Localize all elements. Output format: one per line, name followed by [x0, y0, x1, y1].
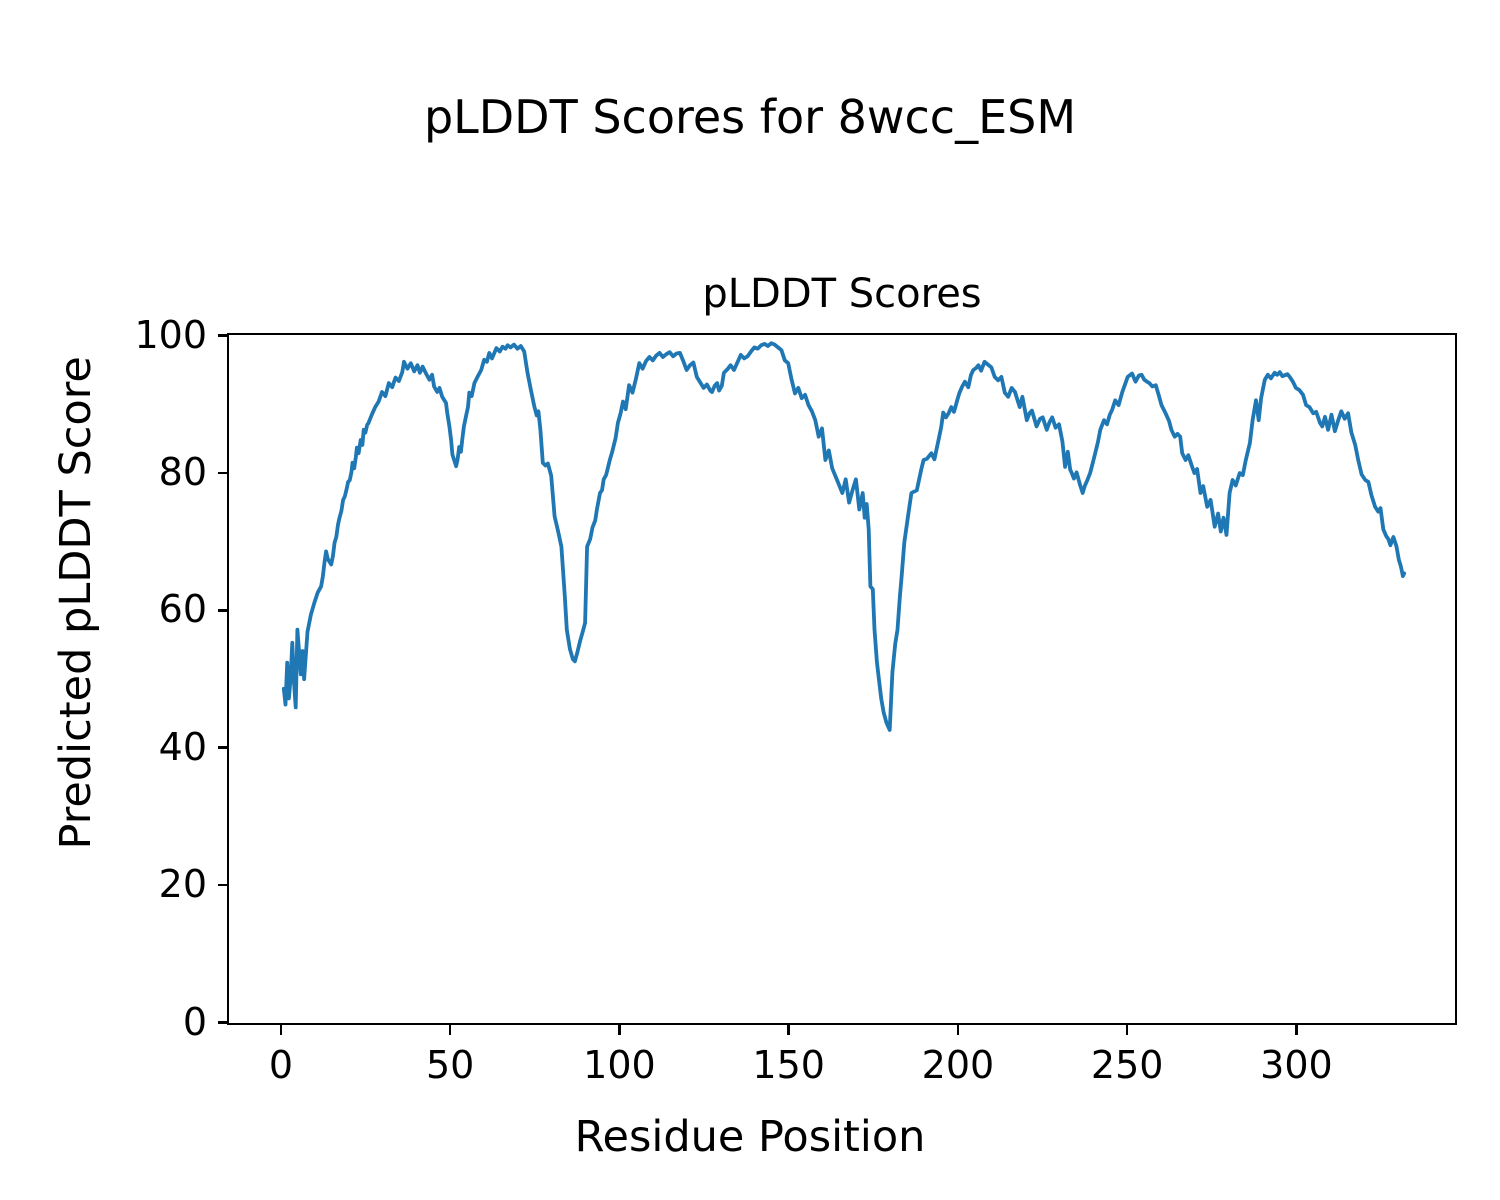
figure-title: pLDDT Scores for 8wcc_ESM [423, 90, 1077, 144]
y-axis-label: Predicted pLDDT Score [51, 356, 102, 850]
x-tick-label: 150 [752, 1043, 825, 1087]
plot-canvas [281, 341, 1407, 732]
plot-area [227, 333, 1457, 1025]
x-tick-label: 250 [1090, 1043, 1164, 1087]
x-tick-label: 50 [426, 1043, 475, 1087]
x-tick-mark [787, 1023, 790, 1035]
y-tick-mark [217, 334, 229, 337]
x-tick-mark [279, 1023, 283, 1035]
x-tick-label: 0 [268, 1043, 294, 1087]
y-tick-label: 100 [134, 312, 207, 357]
x-tick-label: 100 [583, 1043, 656, 1087]
axes-title: pLDDT Scores [702, 271, 982, 317]
y-tick-label: 20 [158, 862, 207, 907]
x-tick-mark [618, 1023, 621, 1035]
y-tick-label: 40 [158, 724, 207, 769]
y-tick-mark [217, 883, 229, 887]
x-tick-mark [956, 1023, 960, 1035]
x-tick-label: 200 [921, 1043, 995, 1087]
y-tick-mark [217, 609, 229, 612]
y-tick-mark [217, 746, 229, 749]
x-tick-mark [1125, 1023, 1129, 1035]
y-tick-label: 60 [158, 587, 207, 632]
y-tick-label: 80 [158, 449, 207, 494]
plddt-score-line [281, 341, 1407, 732]
x-axis-label: Residue Position [574, 1112, 926, 1162]
x-tick-mark [448, 1023, 452, 1035]
x-tick-label: 300 [1260, 1043, 1333, 1087]
y-tick-mark [217, 471, 229, 475]
y-tick-mark [217, 1021, 229, 1024]
y-tick-label: 0 [182, 999, 207, 1044]
x-tick-mark [1295, 1023, 1298, 1035]
